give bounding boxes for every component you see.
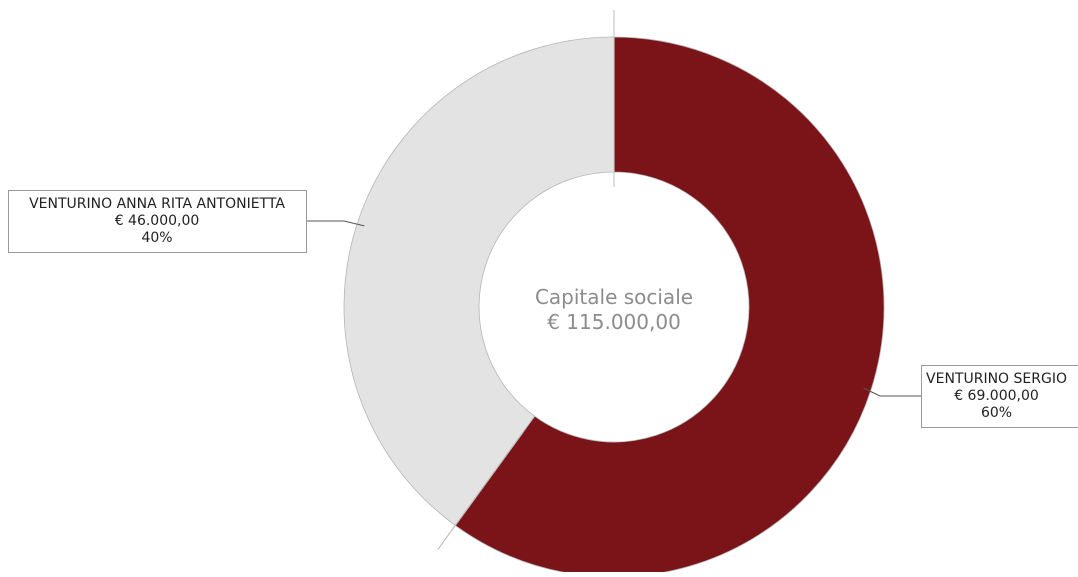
callout-percent: 60%: [981, 405, 1012, 421]
center-title: Capitale sociale: [535, 285, 693, 309]
leader-line-venturino-sergio: [864, 388, 921, 396]
callout-percent: 40%: [141, 230, 172, 246]
callouts-layer: VENTURINO SERGIO€ 69.000,0060%VENTURINO …: [9, 191, 1078, 428]
callout-name: VENTURINO SERGIO: [926, 371, 1067, 387]
callout-value: € 69.000,00: [954, 388, 1039, 404]
callout-venturino-anna-rita-antonietta: VENTURINO ANNA RITA ANTONIETTA€ 46.000,0…: [9, 191, 307, 253]
center-total: € 115.000,00: [547, 310, 681, 334]
leader-line-venturino-anna-rita-antonietta: [306, 221, 364, 226]
center-label: Capitale sociale € 115.000,00: [535, 285, 693, 334]
callout-value: € 46.000,00: [115, 213, 200, 229]
callout-name: VENTURINO ANNA RITA ANTONIETTA: [29, 196, 285, 212]
